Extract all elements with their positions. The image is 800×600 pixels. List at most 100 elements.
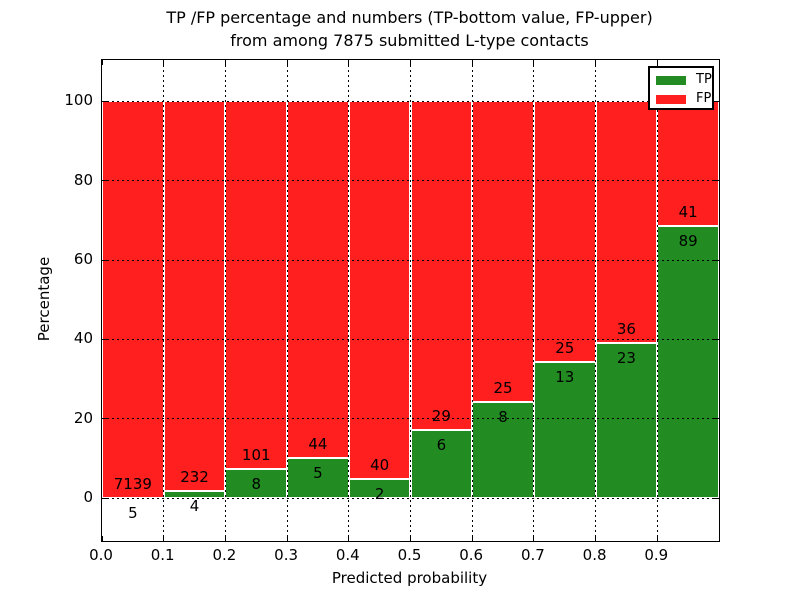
legend-entry-fp: FP (650, 90, 712, 108)
y-axis-title: Percentage (35, 256, 53, 342)
y-tick-label: 80 (73, 170, 93, 189)
bar-label-fp: 36 (616, 320, 636, 339)
y-tick-label: 100 (64, 91, 93, 110)
x-tick-mark (348, 536, 350, 541)
x-tick-mark (656, 60, 658, 65)
tp-legend-swatch (656, 75, 686, 85)
x-tick-mark (163, 60, 165, 65)
bar-segment-fp (533, 101, 596, 363)
legend: TP FP (648, 66, 714, 110)
x-tick-label: 0.4 (335, 546, 360, 564)
x-tick-label: 0.1 (150, 546, 175, 564)
bar-segment-tp (472, 401, 534, 499)
y-tick-mark (714, 100, 719, 102)
bar-label-fp: 44 (308, 434, 328, 453)
x-tick-mark (656, 536, 658, 541)
grid-line-x (286, 60, 288, 541)
x-tick-mark (471, 536, 473, 541)
grid-line-x (410, 60, 411, 541)
bar-label-fp: 25 (493, 378, 513, 397)
y-tick-mark (714, 418, 719, 420)
grid-line-x (224, 60, 226, 541)
y-tick-label: 60 (73, 250, 93, 269)
bar-label-tp: 8 (498, 407, 508, 426)
y-tick-mark (714, 259, 719, 261)
x-tick-mark (595, 536, 597, 541)
legend-entry-tp: TP (650, 71, 712, 89)
grid-layer (102, 60, 719, 541)
grid-line-x (348, 60, 350, 541)
ticks-layer (101, 60, 719, 541)
y-tick-label: 40 (73, 329, 93, 348)
bar-label-tp: 8 (251, 475, 262, 493)
x-tick-mark (163, 536, 165, 541)
bar-label-fp: 40 (370, 456, 390, 475)
x-tick-label: 0.6 (459, 546, 484, 564)
x-tick-mark (224, 60, 226, 65)
y-tick-mark (102, 338, 107, 340)
x-tick-mark (286, 536, 288, 541)
tp-legend-label: TP (696, 72, 712, 87)
fp-legend-label: FP (696, 91, 712, 106)
grid-line-x (471, 60, 473, 541)
y-tick-mark (102, 259, 107, 261)
chart-title: TP /FP percentage and numbers (TP-bottom… (101, 6, 718, 52)
x-tick-mark (286, 60, 288, 65)
x-tick-mark (410, 536, 411, 541)
bar-label-fp: 101 (241, 446, 271, 464)
bar-segment-tp (595, 343, 658, 499)
bar-label-tp: 23 (616, 349, 636, 368)
x-tick-label: 0.5 (397, 546, 422, 564)
bar-label-fp: 41 (678, 203, 698, 222)
bar-label-tp: 5 (128, 503, 138, 522)
y-tick-mark (102, 497, 107, 499)
y-tick-label: 0 (83, 488, 93, 507)
x-tick-mark (101, 536, 103, 541)
bar-segment-tp (225, 469, 288, 499)
bar-segment-fp (657, 101, 719, 227)
x-tick-label: 0.0 (89, 546, 113, 564)
bar-label-tp: 2 (374, 485, 385, 504)
x-tick-mark (101, 60, 103, 65)
y-tick-mark (714, 338, 719, 340)
x-tick-mark (595, 60, 597, 65)
y-tick-mark (102, 180, 107, 182)
bar-label-fp: 232 (180, 468, 209, 487)
x-axis-title: Predicted probability (331, 569, 488, 587)
bar-segment-fp (287, 101, 349, 458)
bars-layer (102, 60, 719, 541)
bar-labels-layer: 7139 5 232 4 101 8 44 5 40 2 29 6 25 8 25 13 36 23 41 89 (102, 60, 719, 541)
bar-segment-fp (163, 101, 226, 492)
chart-title-line1: TP /FP percentage and numbers (TP-bottom… (166, 8, 653, 27)
x-tick-label: 0.9 (644, 546, 669, 564)
y-tick-label: 20 (73, 408, 93, 427)
x-tick-label: 0.3 (274, 546, 299, 564)
bar-segment-tp (533, 362, 596, 499)
bar-label-tp: 4 (189, 497, 200, 516)
chart-title-line2: from among 7875 submitted L-type contact… (230, 31, 589, 50)
grid-line-x (533, 60, 535, 541)
bar-segment-fp (225, 101, 288, 469)
bar-label-fp: 29 (431, 407, 451, 426)
y-tick-mark (102, 100, 107, 102)
y-tick-mark (714, 180, 719, 182)
bar-label-tp: 89 (678, 232, 698, 251)
bar-label-tp: 5 (313, 463, 323, 482)
x-tick-mark (410, 60, 411, 65)
x-tick-mark (533, 60, 535, 65)
bar-label-tp: 13 (555, 368, 575, 387)
grid-line-x (595, 60, 597, 541)
x-tick-mark (471, 60, 473, 65)
x-tick-label: 0.2 (212, 546, 237, 564)
bar-label-fp: 25 (555, 339, 575, 358)
x-tick-label: 0.7 (520, 546, 545, 564)
bar-segment-tp (657, 226, 719, 499)
plot-area: 7139 5 232 4 101 8 44 5 40 2 29 6 25 8 25 13 36 23 41 89 TP… (101, 59, 720, 542)
bar-label-tp: 6 (436, 436, 447, 455)
x-tick-mark (348, 60, 350, 65)
x-tick-mark (533, 536, 535, 541)
y-tick-mark (102, 418, 107, 420)
y-tick-mark (714, 497, 719, 499)
grid-line-x (163, 60, 165, 541)
